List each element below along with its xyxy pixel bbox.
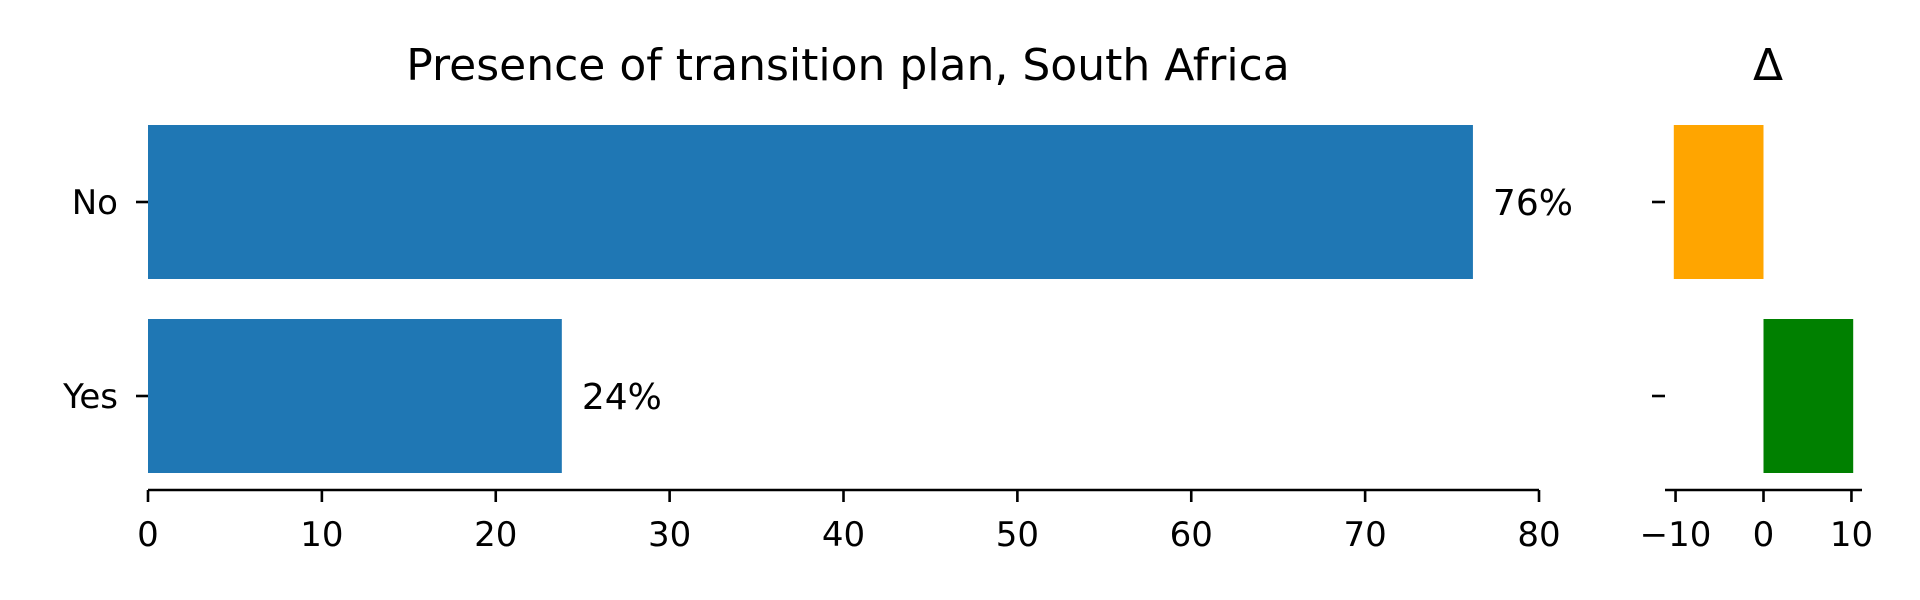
main-x-tick-label: 50	[996, 515, 1039, 555]
delta-x-tick-label: −10	[1640, 515, 1712, 555]
main-x-tick-label: 40	[822, 515, 865, 555]
delta-bar-yes	[1763, 319, 1854, 473]
data-label-no: 76%	[1493, 183, 1573, 224]
main-x-tick-label: 10	[300, 515, 343, 555]
delta-bar-no	[1673, 125, 1764, 279]
delta-y-axis	[1652, 200, 1665, 398]
main-x-tick-label: 20	[474, 515, 517, 555]
data-label-yes: 24%	[582, 377, 662, 418]
delta-x-tick-label: 0	[1753, 515, 1775, 555]
main-x-axis: 0 10 20 30 40 50 60 70 80	[137, 488, 1561, 555]
delta-x-tick-label: 10	[1830, 515, 1873, 555]
main-x-tick-label: 60	[1170, 515, 1213, 555]
main-x-tick-label: 80	[1517, 515, 1560, 555]
bar-yes	[148, 319, 562, 473]
main-x-tick-label: 0	[137, 515, 159, 555]
main-x-tick-label: 30	[648, 515, 691, 555]
delta-bars	[1673, 125, 1854, 473]
main-y-axis: No Yes	[62, 183, 148, 417]
delta-x-axis: −10 0 10	[1640, 488, 1873, 555]
main-x-tick-label: 70	[1343, 515, 1386, 555]
bar-no	[148, 125, 1473, 279]
delta-panel-title: Δ	[1753, 40, 1783, 91]
category-label-yes: Yes	[62, 377, 118, 417]
chart-title: Presence of transition plan, South Afric…	[406, 40, 1289, 91]
category-label-no: No	[72, 183, 118, 223]
main-bars: 76% 24%	[148, 125, 1573, 473]
